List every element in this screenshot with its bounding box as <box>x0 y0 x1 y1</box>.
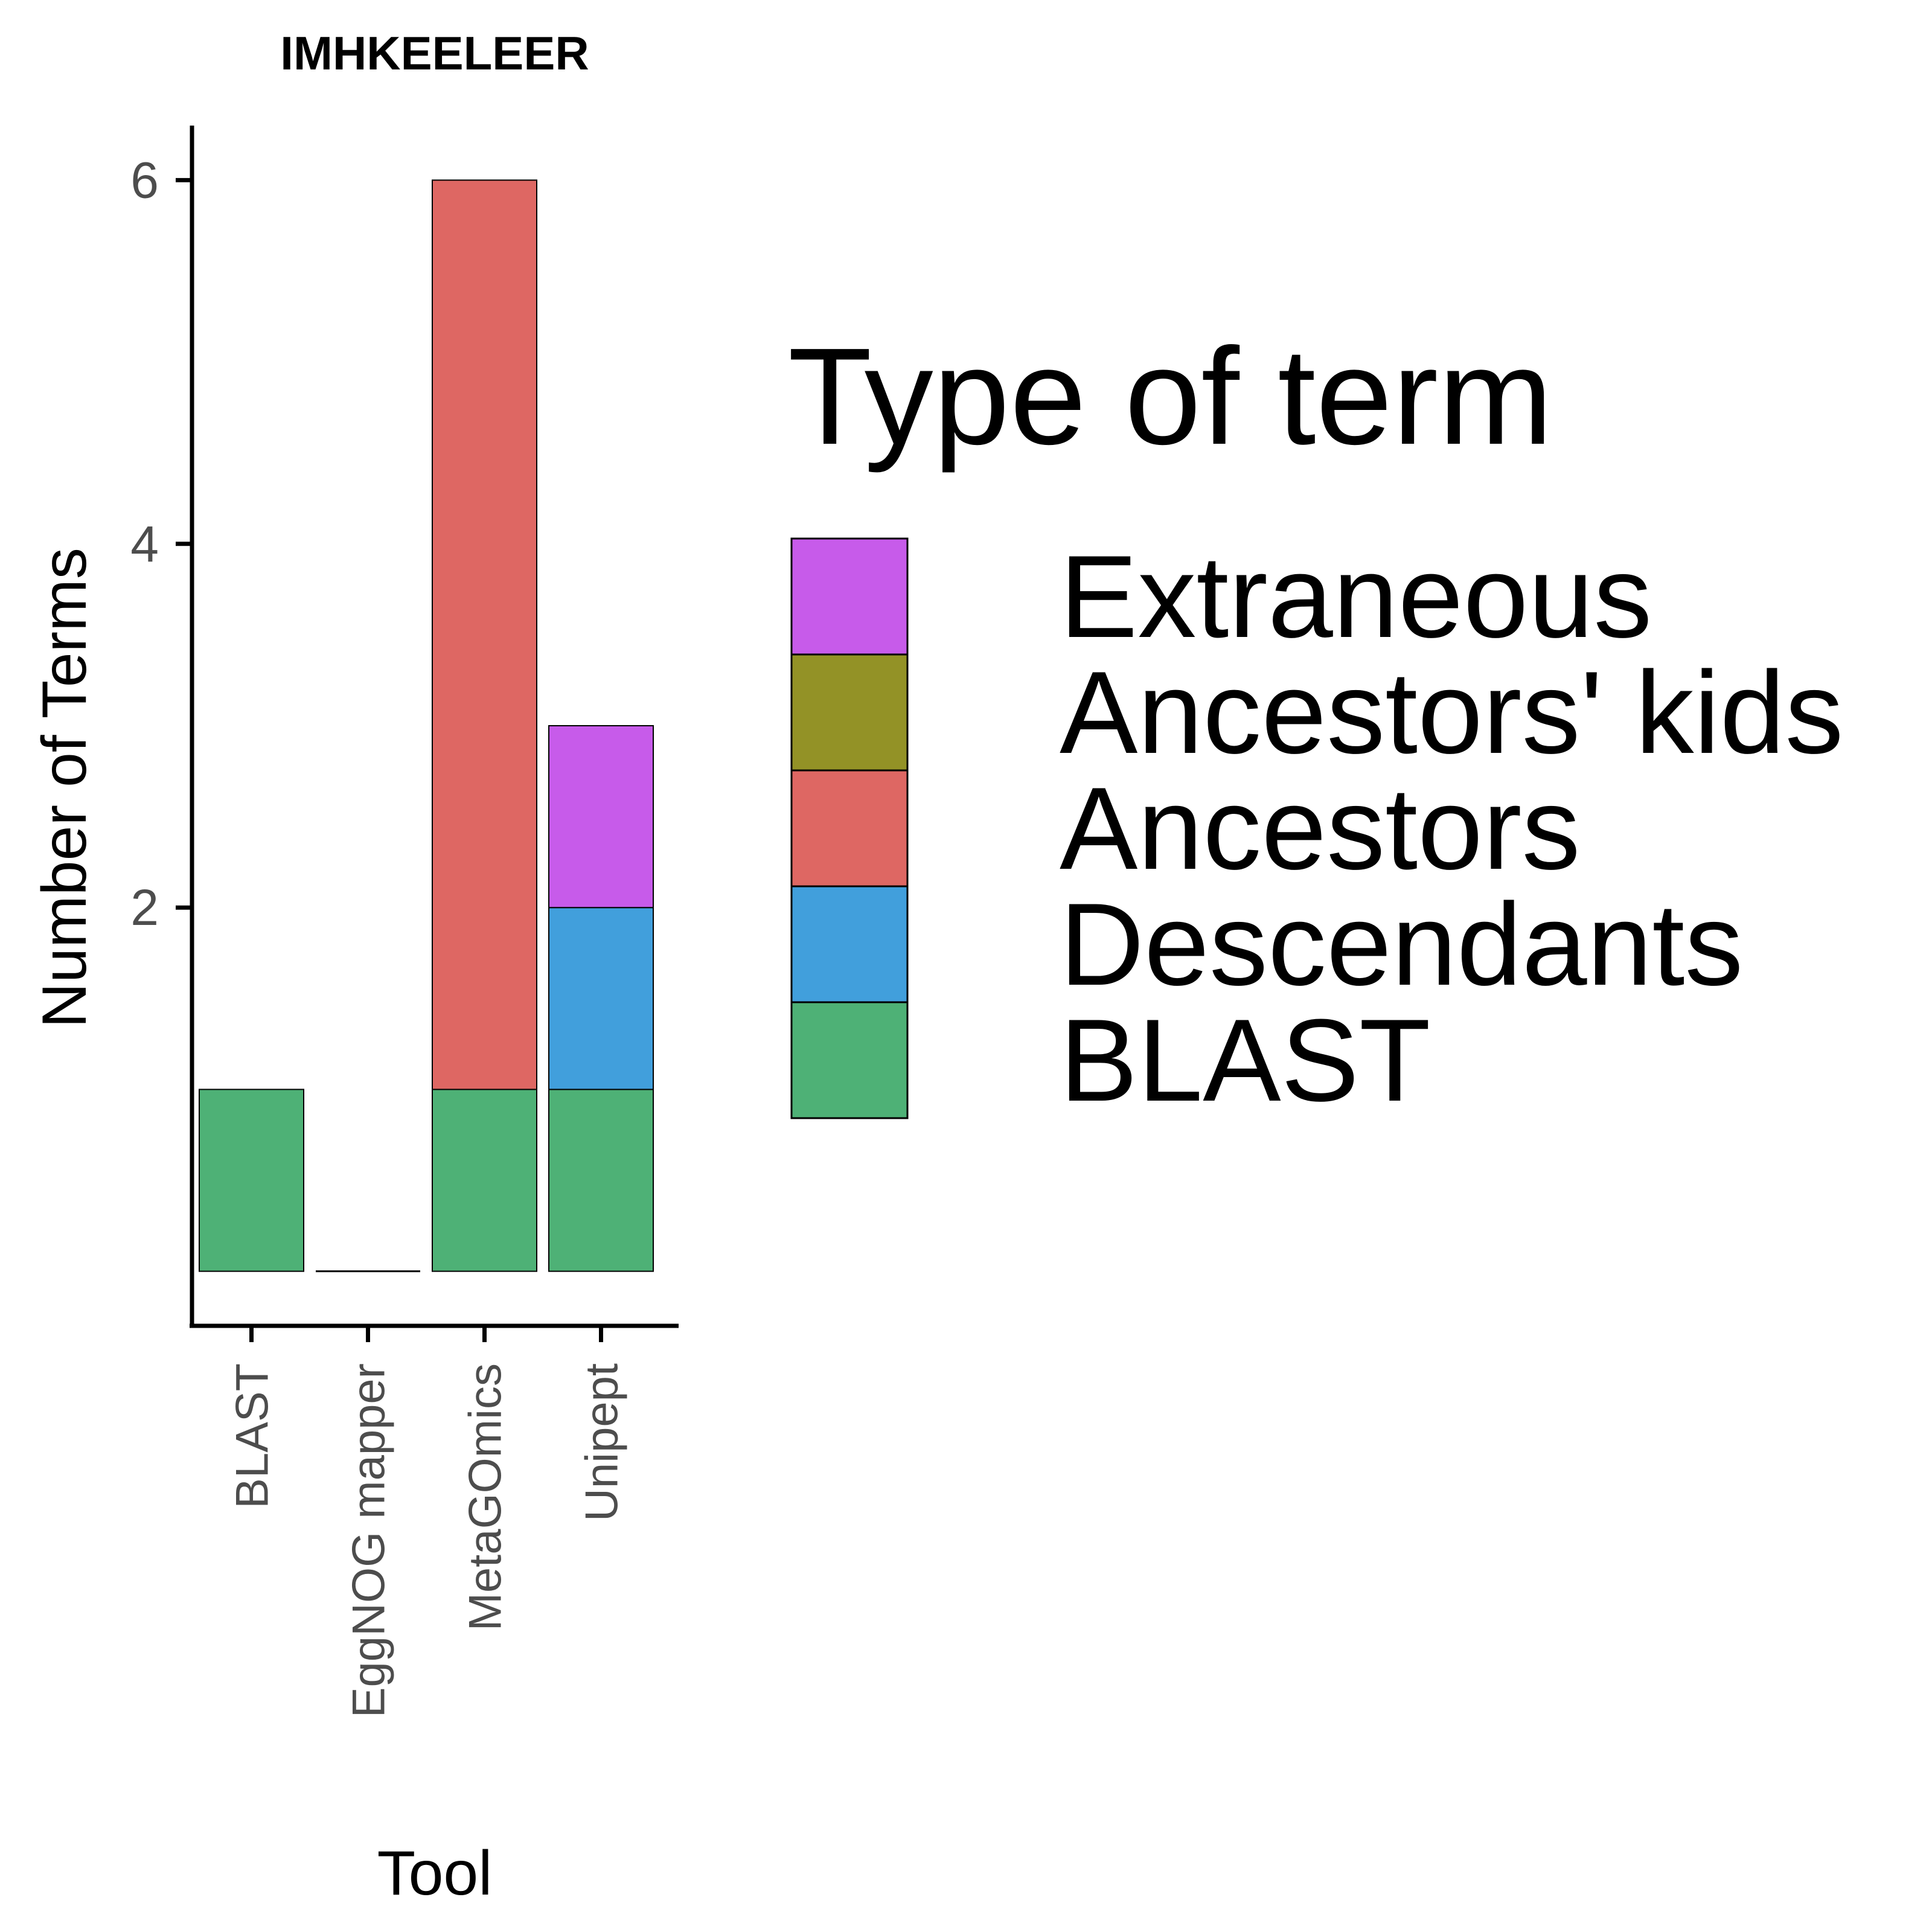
bar-metagomics-blast <box>432 1089 537 1272</box>
x-tick-label-eggnog-mapper: EggNOG mapper <box>344 1363 395 1718</box>
y-ticks: 2 4 6 <box>130 152 192 936</box>
legend-key-ancestors <box>790 769 909 888</box>
legend-title: Type of term <box>788 320 1553 473</box>
y-tick-label-4: 4 <box>130 516 159 572</box>
legend-key-ancestors-kids <box>790 653 909 772</box>
x-ticks: BLAST EggNOG mapper MetaGOmics Unipept <box>227 1326 628 1718</box>
bars-group <box>199 179 654 1273</box>
chart-title: IMHKEELEER <box>280 27 589 80</box>
bar-unipept-descendants <box>548 907 654 1090</box>
legend-label-extraneous: Extraneous <box>1060 531 1652 662</box>
legend-label-blast: BLAST <box>1060 995 1431 1126</box>
y-tick-label-2: 2 <box>130 879 159 936</box>
legend-label-descendants: Descendants <box>1060 879 1743 1010</box>
x-axis-title: Tool <box>377 1838 493 1908</box>
bar-unipept-extraneous <box>548 725 654 909</box>
legend-key-extraneous <box>790 537 909 656</box>
legend-key-blast <box>790 1001 909 1119</box>
legend-key-descendants <box>790 885 909 1003</box>
legend-label-ancestors-kids: Ancestors' kids <box>1060 647 1844 778</box>
bar-unipept-blast <box>548 1089 654 1272</box>
bar-blast-blast <box>199 1089 304 1272</box>
x-tick-label-blast: BLAST <box>227 1363 278 1509</box>
legend-label-ancestors: Ancestors <box>1060 763 1581 894</box>
x-tick-label-unipept: Unipept <box>577 1363 628 1521</box>
y-axis-title: Number of Terms <box>30 548 100 1028</box>
y-tick-label-6: 6 <box>130 152 159 208</box>
bar-metagomics-ancestors <box>432 179 537 1090</box>
x-tick-label-metagomics: MetaGOmics <box>460 1363 511 1631</box>
